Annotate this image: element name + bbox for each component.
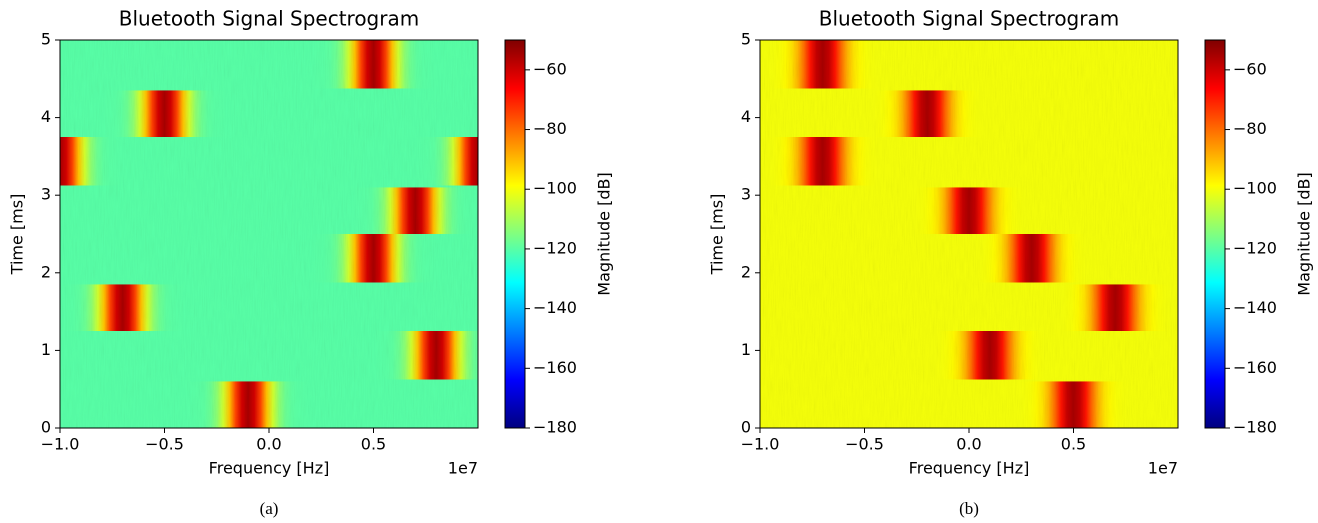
x-tick-label: 0.0 [256,435,281,454]
colorbar-tick-label: −80 [1233,119,1267,138]
colorbar-label: Magnitude [dB] [1295,172,1314,295]
x-axis-label: Frequency [Hz] [209,459,330,478]
y-tick-label: 4 [741,107,751,126]
y-tick-label: 4 [41,107,51,126]
chart-title: Bluetooth Signal Spectrogram [819,7,1119,31]
colorbar-tick-label: −180 [533,418,577,437]
y-tick-label: 5 [41,30,51,49]
x-tick-label: −0.5 [845,435,884,454]
colorbar-tick-label: −120 [533,238,577,257]
y-tick-label: 2 [41,262,51,281]
colorbar-label: Magnitude [dB] [595,172,614,295]
x-tick-label: −0.5 [145,435,184,454]
colorbar-tick-label: −100 [1233,179,1277,198]
y-tick-label: 0 [41,418,51,437]
colorbar-tick-label: −180 [1233,418,1277,437]
noise-texture [760,40,1178,428]
y-tick-label: 0 [741,418,751,437]
y-tick-label: 2 [741,262,751,281]
y-axis-label: Time [ms] [8,194,27,276]
x-offset-label: 1e7 [448,459,478,478]
x-tick-label: 0.5 [361,435,386,454]
caption: (a) [260,499,279,518]
y-tick-label: 3 [41,185,51,204]
colorbar-tick-label: −160 [533,358,577,377]
x-tick-label: 0.0 [956,435,981,454]
x-tick-label: −1.0 [741,435,780,454]
chart-title: Bluetooth Signal Spectrogram [119,7,419,31]
plot-area [760,40,1178,428]
y-tick-label: 5 [741,30,751,49]
colorbar-tick-label: −60 [533,59,567,78]
colorbar-tick-label: −100 [533,179,577,198]
x-axis-label: Frequency [Hz] [909,459,1030,478]
x-offset-label: 1e7 [1148,459,1178,478]
x-tick-label: −1.0 [41,435,80,454]
colorbar-tick-label: −60 [1233,59,1267,78]
colorbar-tick-label: −80 [533,119,567,138]
colorbar [1204,39,1226,429]
y-tick-label: 1 [741,340,751,359]
plot-area [60,40,478,428]
colorbar-tick-label: −120 [1233,238,1277,257]
colorbar-tick-label: −140 [533,298,577,317]
colorbar-tick-label: −140 [1233,298,1277,317]
y-tick-label: 3 [741,185,751,204]
y-tick-label: 1 [41,340,51,359]
colorbar-tick-label: −160 [1233,358,1277,377]
caption: (b) [959,499,979,518]
noise-texture [60,40,478,428]
x-tick-label: 0.5 [1061,435,1086,454]
colorbar [504,39,526,429]
y-axis-label: Time [ms] [708,194,727,276]
